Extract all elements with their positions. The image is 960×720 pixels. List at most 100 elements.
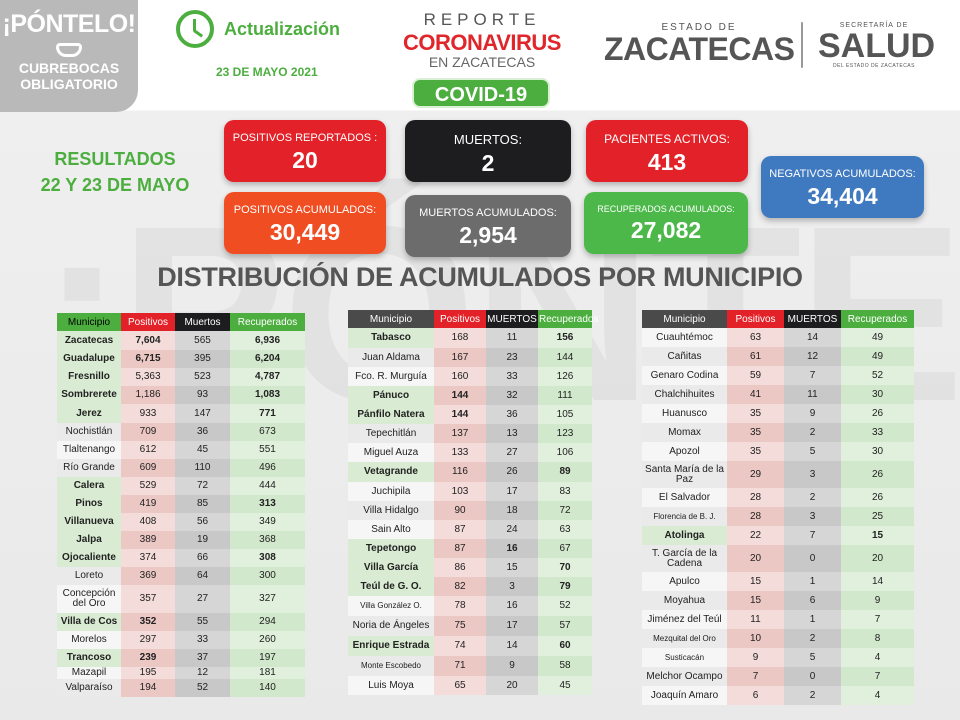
cell-muertos: 0 xyxy=(784,667,841,686)
table-row: El Salvador 28 2 26 xyxy=(642,488,914,507)
state-logo-small: ESTADO DE xyxy=(661,22,737,33)
cell-positivos: 408 xyxy=(121,513,175,531)
cell-municipio: Villa de Cos xyxy=(57,613,121,631)
cell-municipio: Atolinga xyxy=(642,526,727,545)
table-row: Concepción del Oro 357 27 327 xyxy=(57,585,305,613)
cell-municipio: Florencia de B. J. xyxy=(642,507,727,526)
card-value: 20 xyxy=(292,147,318,173)
cell-municipio: Genaro Codina xyxy=(642,366,727,385)
cell-municipio: Loreto xyxy=(57,567,121,585)
table-row: Fco. R. Murguía 160 33 126 xyxy=(348,367,592,386)
cell-muertos: 18 xyxy=(486,501,538,520)
table-row: Pánfilo Natera 144 36 105 xyxy=(348,405,592,424)
cell-recuperados: 14 xyxy=(841,572,914,591)
card-negativos-acumulados: NEGATIVOS ACUMULADOS: 34,404 xyxy=(761,156,924,218)
cell-recuperados: 49 xyxy=(841,328,914,347)
cell-municipio: Pánfilo Natera xyxy=(348,405,434,424)
cell-recuperados: 89 xyxy=(538,462,592,482)
cell-municipio: Miguel Auza xyxy=(348,443,434,462)
cell-recuperados: 144 xyxy=(538,348,592,367)
table-row: Tepechitlán 137 13 123 xyxy=(348,424,592,443)
cell-municipio: Calera xyxy=(57,477,121,495)
table-row: Río Grande 609 110 496 xyxy=(57,459,305,477)
cell-municipio: Joaquín Amaro xyxy=(642,686,727,705)
cell-recuperados: 7 xyxy=(841,667,914,686)
cell-positivos: 71 xyxy=(434,656,486,676)
municipality-table-1: Municipio Positivos Muertos Recuperados … xyxy=(57,313,305,697)
cell-municipio: Ojocaliente xyxy=(57,549,121,567)
table-row: Zacatecas 7,604 565 6,936 xyxy=(57,331,305,350)
column-header-positivos: Positivos xyxy=(434,310,486,328)
cell-municipio: Enrique Estrada xyxy=(348,636,434,656)
cell-recuperados: 126 xyxy=(538,367,592,386)
report-line-3: EN ZACATECAS xyxy=(428,54,536,70)
cell-recuperados: 8 xyxy=(841,629,914,648)
badge-subtitle-1: CUBREBOCAS xyxy=(18,60,120,76)
cell-muertos: 523 xyxy=(175,368,230,386)
cell-muertos: 1 xyxy=(784,572,841,591)
cell-recuperados: 6,204 xyxy=(230,350,305,368)
cell-muertos: 2 xyxy=(784,629,841,648)
cell-positivos: 168 xyxy=(434,328,486,348)
cell-recuperados: 4,787 xyxy=(230,368,305,386)
cell-positivos: 65 xyxy=(434,676,486,695)
cell-positivos: 7,604 xyxy=(121,331,175,350)
cell-positivos: 167 xyxy=(434,348,486,367)
results-heading: RESULTADOS 22 Y 23 DE MAYO xyxy=(20,146,210,198)
cell-municipio: Jerez xyxy=(57,404,121,423)
table-row: Sain Alto 87 24 63 xyxy=(348,520,592,539)
cell-muertos: 33 xyxy=(486,367,538,386)
cell-positivos: 194 xyxy=(121,679,175,697)
card-label: RECUPERADOS ACUMULADOS: xyxy=(597,204,735,214)
cell-municipio: Momax xyxy=(642,423,727,442)
cell-municipio: Concepción del Oro xyxy=(57,585,121,613)
table-row: Miguel Auza 133 27 106 xyxy=(348,443,592,462)
cell-recuperados: 60 xyxy=(538,636,592,656)
cell-recuperados: 1,083 xyxy=(230,386,305,404)
cell-municipio: Teúl de G. O. xyxy=(348,577,434,596)
cell-municipio: Nochistlán xyxy=(57,423,121,441)
cell-positivos: 35 xyxy=(727,423,784,442)
table-row: Villanueva 408 56 349 xyxy=(57,513,305,531)
cell-recuperados: 496 xyxy=(230,459,305,477)
cell-recuperados: 20 xyxy=(841,545,914,572)
cell-recuperados: 294 xyxy=(230,613,305,631)
card-value: 2 xyxy=(481,150,495,176)
cell-municipio: Mazapil xyxy=(57,667,121,679)
cell-positivos: 10 xyxy=(727,629,784,648)
results-line-1: RESULTADOS xyxy=(54,149,176,169)
cell-muertos: 66 xyxy=(175,549,230,567)
health-secretariat-logo: SECRETARÍA DE SALUD DEL ESTADO DE ZACATE… xyxy=(818,22,935,69)
column-header-muertos: Muertos xyxy=(175,313,230,331)
cell-recuperados: 67 xyxy=(538,539,592,558)
cell-muertos: 24 xyxy=(486,520,538,539)
cell-muertos: 20 xyxy=(486,676,538,695)
cell-recuperados: 156 xyxy=(538,328,592,348)
table-row: Mazapil 195 12 181 xyxy=(57,667,305,679)
municipality-table-2: Municipio Positivos MUERTOS Recuperados … xyxy=(348,310,598,695)
cell-positivos: 74 xyxy=(434,636,486,656)
cell-muertos: 12 xyxy=(784,347,841,366)
cell-positivos: 87 xyxy=(434,539,486,558)
update-date: 23 DE MAYO 2021 xyxy=(216,65,318,79)
card-positivos-reportados: POSITIVOS REPORTADOS : 20 xyxy=(224,120,386,182)
cell-muertos: 32 xyxy=(486,386,538,405)
cell-recuperados: 368 xyxy=(230,531,305,549)
cell-recuperados: 52 xyxy=(538,596,592,616)
cell-muertos: 7 xyxy=(784,526,841,545)
cell-muertos: 93 xyxy=(175,386,230,404)
cell-muertos: 56 xyxy=(175,513,230,531)
badge-subtitle-2: OBLIGATORIO xyxy=(20,76,118,92)
table-row: Loreto 369 64 300 xyxy=(57,567,305,585)
card-value: 27,082 xyxy=(630,217,702,243)
table-row: Morelos 297 33 260 xyxy=(57,631,305,649)
state-logo-name: ZACATECAS xyxy=(604,31,795,67)
cell-muertos: 36 xyxy=(175,423,230,441)
cell-recuperados: 7 xyxy=(841,610,914,629)
cell-muertos: 3 xyxy=(784,461,841,488)
table-row: Santa María de la Paz 29 3 26 xyxy=(642,461,914,488)
card-label: MUERTOS: xyxy=(453,132,523,147)
cell-muertos: 13 xyxy=(486,424,538,443)
cell-positivos: 612 xyxy=(121,441,175,459)
